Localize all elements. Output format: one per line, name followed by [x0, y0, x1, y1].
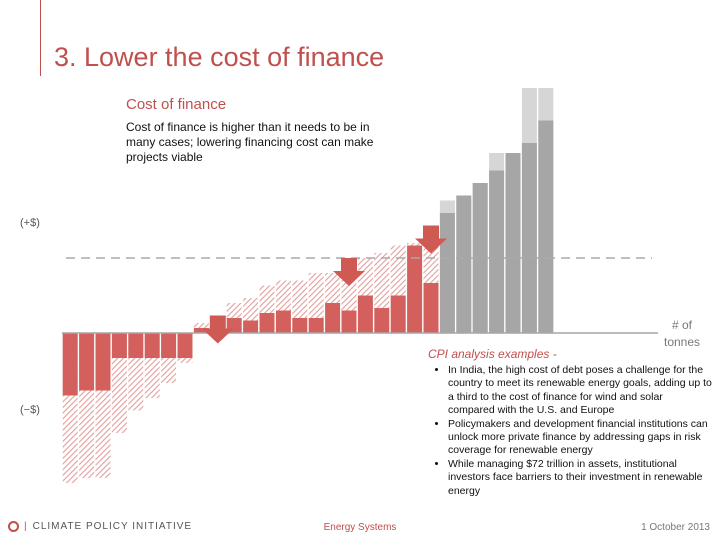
chart-description: Cost of finance is higher than it needs …	[126, 120, 374, 164]
cpi-list: In India, the high cost of debt poses a …	[428, 364, 712, 498]
bar-reduced-red	[357, 295, 373, 333]
bar-reduced-gray	[439, 213, 455, 333]
x-axis-label-line1: # of	[672, 318, 693, 332]
page-title: 3. Lower the cost of finance	[54, 42, 385, 72]
accent-bar	[40, 0, 41, 76]
bar-reduced-gray	[456, 195, 472, 333]
footer-section: Energy Systems	[323, 522, 397, 533]
bar-reduced-red	[259, 313, 275, 333]
footer-brand: | CLIMATE POLICY INITIATIVE	[8, 521, 192, 532]
cpi-bullet-2: Policymakers and development financial i…	[448, 418, 712, 458]
bar-original-hatched	[243, 298, 259, 321]
bar-reduced-red	[423, 283, 439, 333]
cpi-heading: CPI analysis examples -	[428, 347, 557, 361]
bar-reduced-red	[341, 310, 357, 333]
cpi-bullet-3: While managing $72 trillion in assets, i…	[448, 458, 712, 498]
bar-original-hatched	[374, 253, 390, 308]
bar-reduced-red	[374, 308, 390, 333]
x-axis-label-line2: tonnes	[664, 335, 701, 349]
footer-brand-text: CLIMATE POLICY INITIATIVE	[32, 521, 193, 532]
bar-original-hatched	[308, 273, 324, 318]
bar-reduced-gray	[538, 120, 554, 333]
bar-reduced-red	[95, 333, 111, 391]
bar-reduced-red	[390, 295, 406, 333]
bar-reduced-gray	[521, 143, 537, 333]
bar-original-hatched	[325, 273, 341, 303]
bar-original-hatched	[292, 280, 308, 318]
bar-reduced-red	[308, 318, 324, 333]
bar-original-hatched	[390, 245, 406, 296]
bar-reduced-red	[275, 310, 291, 333]
cpi-logo-icon	[8, 521, 19, 532]
bar-reduced-red	[292, 318, 308, 333]
chart-subtitle: Cost of finance	[126, 96, 227, 113]
bar-reduced-red	[111, 333, 127, 358]
bar-reduced-gray	[472, 183, 488, 333]
x-axis-label: # of tonnes	[664, 317, 700, 351]
bar-original-hatched	[259, 285, 275, 313]
footer-separator: |	[24, 521, 28, 532]
bar-reduced-red	[128, 333, 144, 358]
cost-reduction-arrow-icon	[415, 225, 447, 254]
y-label-positive: (+$)	[20, 217, 40, 229]
bar-reduced-red	[193, 328, 209, 333]
bar-original-hatched	[275, 280, 291, 311]
cpi-examples: CPI analysis examples - In India, the hi…	[428, 347, 712, 498]
bar-reduced-red	[243, 320, 259, 333]
bar-reduced-red	[325, 303, 341, 333]
bar-reduced-red	[79, 333, 95, 391]
bars-layer	[62, 88, 554, 483]
bar-original-hatched	[407, 243, 423, 246]
cpi-bullet-1: In India, the high cost of debt poses a …	[448, 364, 712, 418]
bar-reduced-red	[144, 333, 160, 358]
bar-reduced-red	[161, 333, 177, 358]
bar-original-hatched	[193, 323, 209, 328]
bar-reduced-gray	[505, 153, 521, 333]
bar-reduced-gray	[489, 170, 505, 333]
bar-reduced-red	[407, 245, 423, 333]
bar-reduced-red	[62, 333, 78, 396]
footer-date: 1 October 2013	[641, 522, 710, 533]
cost-reduction-arrow-icon	[333, 258, 365, 286]
bar-original-hatched	[226, 303, 242, 318]
y-label-negative: (−$)	[20, 404, 40, 416]
bar-original-hatched	[357, 258, 373, 296]
arrows-layer	[201, 225, 447, 344]
cost-reduction-arrow-icon	[201, 315, 234, 344]
bar-reduced-red	[177, 333, 193, 358]
